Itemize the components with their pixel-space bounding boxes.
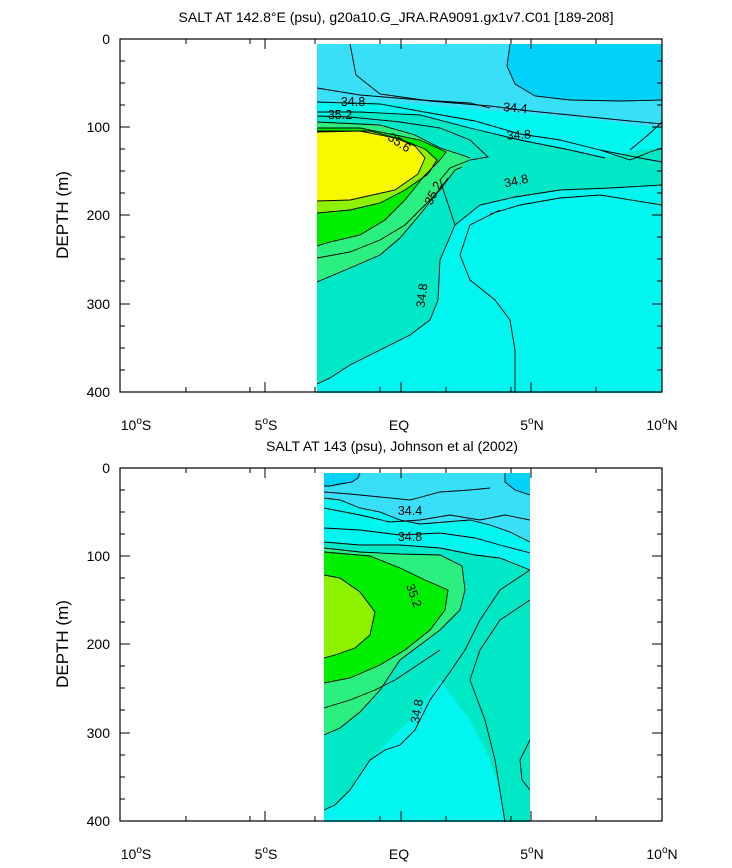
panel-model-ticks	[119, 38, 663, 393]
panel-obs-xticklabels: 10oS 5oS EQ 5oN 10oN	[121, 845, 678, 862]
obs-label-34-4: 34.4	[398, 504, 422, 518]
obs-band-33-6	[324, 473, 360, 486]
panel-obs: 34.4 34.8 35.2 34.8 SALT AT 143 (psu), J…	[53, 438, 678, 862]
obs-xtick-5s: 5oS	[255, 845, 278, 862]
obs-band-34-0	[324, 473, 530, 542]
model-ytick-200: 200	[87, 207, 111, 223]
model-label-34-4: 34.4	[503, 100, 529, 116]
obs-label-34-8-a: 34.8	[398, 530, 422, 544]
model-ytick-300: 300	[87, 296, 111, 312]
panel-obs-title: SALT AT 143 (psu), Johnson et al (2002)	[266, 438, 518, 454]
model-label-35-2-a: 35.2	[328, 108, 352, 122]
obs-ytick-300: 300	[87, 725, 111, 741]
panel-obs-ticks	[119, 467, 663, 822]
model-band-33-6	[507, 44, 662, 101]
panel-model-fill	[317, 44, 662, 393]
obs-band-33-6b	[505, 473, 530, 495]
model-ytick-0: 0	[102, 31, 110, 47]
panel-model: 34.4 34.8 35.2 35.6 34.8 35.2 34.8 34.8 …	[53, 9, 678, 433]
model-label-34-8-d: 34.8	[414, 283, 431, 309]
panel-obs-contour-labels: 34.4 34.8 35.2 34.8	[398, 504, 426, 725]
panel-obs-fill	[324, 473, 530, 822]
model-band-36-0	[317, 131, 425, 201]
model-ytick-100: 100	[87, 119, 111, 135]
obs-ytick-400: 400	[87, 813, 111, 829]
obs-ytick-200: 200	[87, 636, 111, 652]
obs-ytick-0: 0	[102, 460, 110, 476]
obs-band-35-2	[324, 552, 448, 683]
panel-obs-yticklabels: 0 100 200 300 400	[87, 460, 111, 829]
model-xtick-5n: 5oN	[520, 416, 543, 433]
obs-xtick-5n: 5oN	[520, 845, 543, 862]
panel-model-title: SALT AT 142.8°E (psu), g20a10.G_JRA.RA90…	[179, 9, 614, 25]
model-label-34-8-b: 34.8	[506, 127, 531, 142]
obs-label-34-8-b: 34.8	[408, 698, 426, 724]
obs-xtick-10n: 10oN	[646, 845, 677, 862]
model-xtick-10n: 10oN	[646, 416, 677, 433]
model-ytick-400: 400	[87, 384, 111, 400]
panel-model-xticklabels: 10oS 5oS EQ 5oN 10oN	[121, 416, 678, 433]
obs-xtick-10s: 10oS	[121, 845, 151, 862]
obs-ytick-100: 100	[87, 548, 111, 564]
model-label-34-8-c: 34.8	[503, 172, 530, 191]
model-xtick-eq: EQ	[389, 417, 409, 433]
panel-model-ylabel: DEPTH (m)	[53, 171, 72, 259]
panel-model-yticklabels: 0 100 200 300 400	[87, 31, 111, 400]
model-label-34-8-a: 34.8	[341, 95, 365, 109]
model-xtick-10s: 10oS	[121, 416, 151, 433]
model-xtick-5s: 5oS	[255, 416, 278, 433]
panel-model-contours	[317, 44, 662, 393]
panel-obs-ylabel: DEPTH (m)	[53, 600, 72, 688]
obs-xtick-eq: EQ	[389, 846, 409, 862]
panel-obs-contours	[324, 473, 530, 822]
